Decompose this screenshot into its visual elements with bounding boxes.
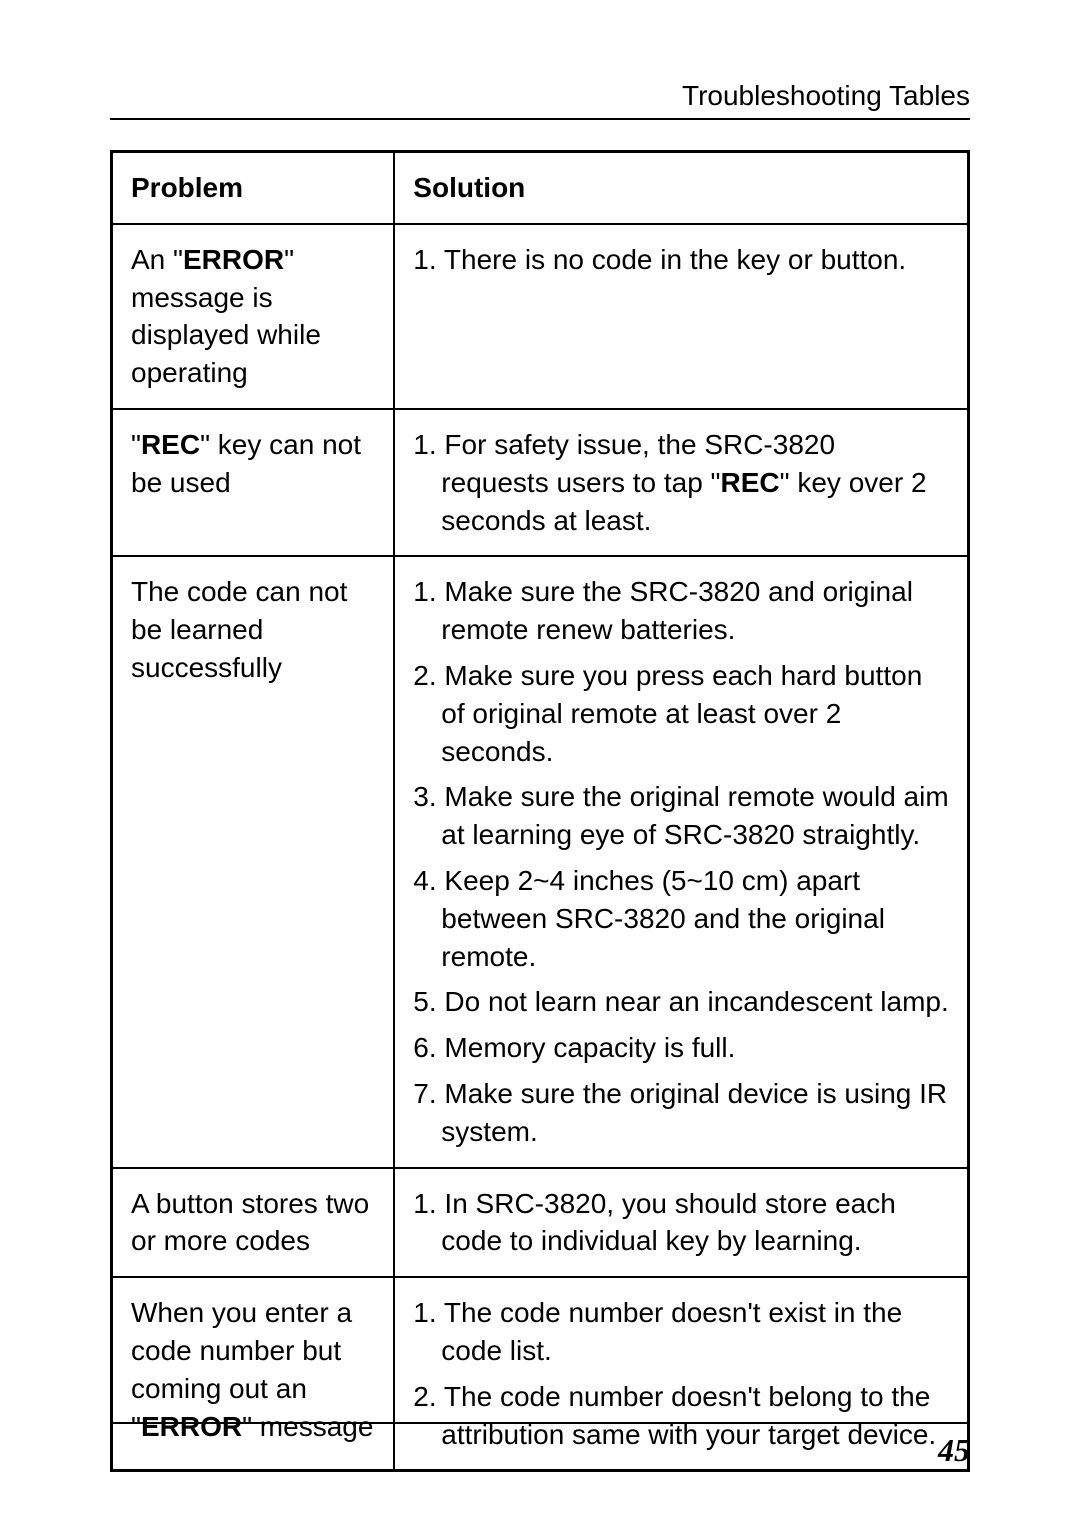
solution-item: 4. Keep 2~4 inches (5~10 cm) apart betwe… [413, 862, 949, 975]
col-header-solution: Solution [394, 152, 968, 224]
solution-item: 6. Memory capacity is full. [413, 1029, 949, 1067]
col-header-problem: Problem [112, 152, 395, 224]
table-header-row: Problem Solution [112, 152, 969, 224]
problem-cell: An "ERROR" message is displayed while op… [112, 224, 395, 409]
table-row: A button stores two or more codes1. In S… [112, 1168, 969, 1278]
solution-item: 1. In SRC-3820, you should store each co… [413, 1185, 949, 1261]
solution-item: 1. Make sure the SRC-3820 and original r… [413, 573, 949, 649]
table-row: An "ERROR" message is displayed while op… [112, 224, 969, 409]
solution-cell: 1. In SRC-3820, you should store each co… [394, 1168, 968, 1278]
solution-item: 5. Do not learn near an incandescent lam… [413, 983, 949, 1021]
solution-cell: 1. For safety issue, the SRC-3820 reques… [394, 409, 968, 556]
problem-cell: The code can not be learned successfully [112, 556, 395, 1167]
solution-item: 1. There is no code in the key or button… [413, 241, 949, 279]
problem-cell: "REC" key can not be used [112, 409, 395, 556]
solution-item: 2. Make sure you press each hard button … [413, 657, 949, 770]
problem-cell: A button stores two or more codes [112, 1168, 395, 1278]
page-number: 45 [938, 1432, 970, 1468]
solution-item: 1. The code number doesn't exist in the … [413, 1294, 949, 1370]
table-row: "REC" key can not be used1. For safety i… [112, 409, 969, 556]
page: Troubleshooting Tables Problem Solution … [0, 0, 1080, 1529]
table-row: The code can not be learned successfully… [112, 556, 969, 1167]
page-footer: 45 [110, 1422, 970, 1469]
solution-cell: 1. Make sure the SRC-3820 and original r… [394, 556, 968, 1167]
solution-item: 1. For safety issue, the SRC-3820 reques… [413, 426, 949, 539]
header-title: Troubleshooting Tables [682, 80, 970, 111]
troubleshooting-table: Problem Solution An "ERROR" message is d… [110, 150, 970, 1472]
page-header: Troubleshooting Tables [110, 80, 970, 120]
solution-item: 3. Make sure the original remote would a… [413, 778, 949, 854]
solution-cell: 1. There is no code in the key or button… [394, 224, 968, 409]
solution-item: 7. Make sure the original device is usin… [413, 1075, 949, 1151]
